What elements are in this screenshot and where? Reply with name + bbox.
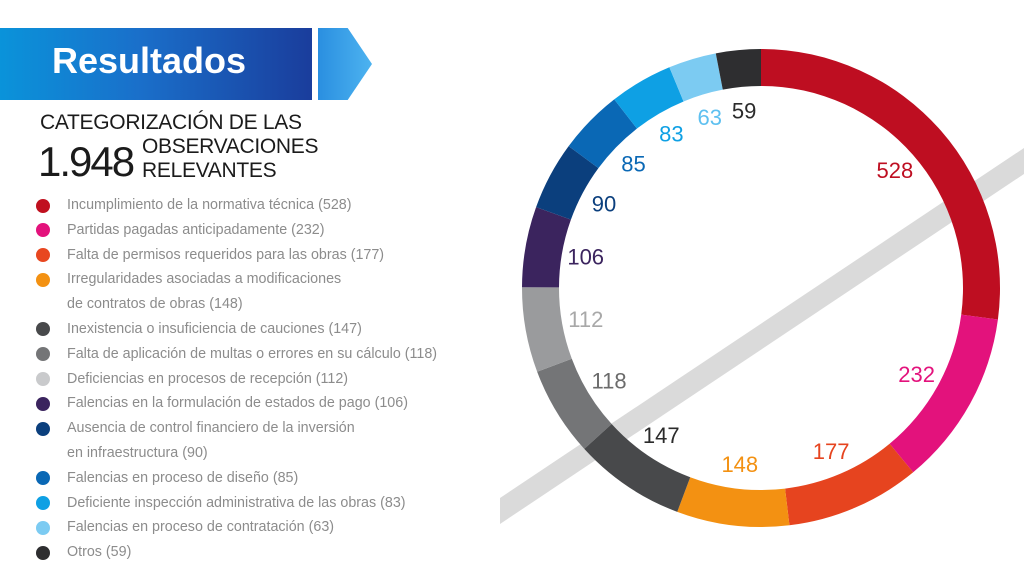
legend-item: Inexistencia o insuficiencia de caucione… (36, 317, 437, 342)
title-banner (0, 28, 312, 100)
legend-label: Otros (59) (67, 544, 132, 561)
legend-dot-icon (36, 520, 50, 535)
background-stripe (500, 148, 1024, 524)
subtitle-line-3: RELEVANTES (142, 159, 277, 182)
donut-slice (715, 49, 761, 90)
legend-dot-icon (36, 223, 50, 238)
legend-item: Incumplimiento de la normativa técnica (… (36, 193, 437, 218)
donut-slice (522, 287, 572, 372)
legend: Incumplimiento de la normativa técnica (… (36, 193, 437, 565)
legend-dot-icon (36, 248, 50, 263)
legend-item: Deficiencias en procesos de recepción (1… (36, 367, 437, 392)
slice-value-label: 148 (721, 452, 758, 477)
slice-value-label: 147 (643, 423, 680, 448)
slice-value-label: 528 (877, 158, 914, 183)
legend-item: Irregularidades asociadas a modificacion… (36, 267, 437, 317)
legend-item: Deficiente inspección administrativa de … (36, 491, 437, 516)
legend-item: Falencias en proceso de contratación (63… (36, 515, 437, 540)
donut-slice (614, 67, 684, 129)
slice-value-label: 63 (698, 105, 722, 130)
slice-value-label: 177 (813, 439, 850, 464)
slice-value-label: 118 (592, 368, 627, 393)
subtitle-line-1: CATEGORIZACIÓN DE LAS (40, 111, 302, 134)
donut-slice (536, 146, 599, 220)
slice-value-label: 83 (659, 122, 683, 147)
donut-ring (522, 49, 1000, 527)
legend-item: Falencias en la formulación de estados d… (36, 391, 437, 416)
legend-label: Ausencia de control financiero de la inv… (67, 420, 355, 437)
donut-slice (889, 314, 998, 473)
legend-dot-icon (36, 396, 50, 411)
donut-slice (568, 99, 637, 169)
legend-dot-icon (36, 471, 50, 486)
donut-slice (761, 49, 1000, 320)
total-observations: 1.948 (38, 138, 135, 185)
donut-slice (677, 477, 790, 527)
legend-dot-icon (36, 545, 50, 560)
legend-dot-icon (36, 198, 50, 213)
slice-value-label: 232 (898, 362, 935, 387)
legend-label: Falencias en proceso de contratación (63… (67, 519, 335, 536)
legend-item: Otros (59) (36, 540, 437, 565)
donut-slice (669, 53, 723, 102)
slide-title: Resultados (52, 40, 247, 81)
legend-dot-icon (36, 347, 50, 362)
legend-dot-icon (36, 272, 50, 287)
legend-label: Incumplimiento de la normativa técnica (… (67, 197, 352, 213)
slice-value-label: 112 (568, 307, 603, 332)
legend-label: de contratos de obras (148) (67, 296, 243, 313)
donut-slice (537, 358, 612, 449)
legend-label: Falencias en proceso de diseño (85) (67, 469, 299, 486)
donut-slice (584, 424, 691, 512)
legend-label: Partidas pagadas anticipadamente (232) (67, 221, 325, 238)
legend-dot-icon (36, 322, 50, 337)
donut-slice (522, 207, 571, 288)
legend-label: en infraestructura (90) (67, 444, 208, 461)
slice-value-label: 106 (567, 245, 604, 270)
legend-dot-icon (36, 372, 50, 387)
legend-dot-icon (36, 496, 50, 511)
legend-item: Partidas pagadas anticipadamente (232) (36, 218, 437, 243)
legend-item: Falencias en proceso de diseño (85) (36, 466, 437, 491)
legend-item: Falta de aplicación de multas o errores … (36, 342, 437, 367)
legend-label: Falta de permisos requeridos para las ob… (67, 246, 385, 263)
slice-value-label: 59 (732, 98, 756, 123)
slice-value-label: 85 (621, 151, 645, 176)
legend-dot-icon (36, 421, 50, 436)
legend-label: Deficiente inspección administrativa de … (67, 494, 406, 511)
subtitle-line-2: OBSERVACIONES (142, 135, 319, 158)
legend-label: Deficiencias en procesos de recepción (1… (67, 370, 349, 387)
donut-slice (785, 443, 914, 526)
legend-label: Falta de aplicación de multas o errores … (67, 345, 438, 362)
legend-label: Inexistencia o insuficiencia de caucione… (67, 320, 362, 337)
legend-label: Irregularidades asociadas a modificacion… (67, 271, 342, 288)
slice-value-label: 90 (592, 192, 616, 217)
legend-item: Ausencia de control financiero de la inv… (36, 416, 437, 466)
legend-item: Falta de permisos requeridos para las ob… (36, 243, 437, 268)
legend-label: Falencias en la formulación de estados d… (67, 395, 408, 412)
